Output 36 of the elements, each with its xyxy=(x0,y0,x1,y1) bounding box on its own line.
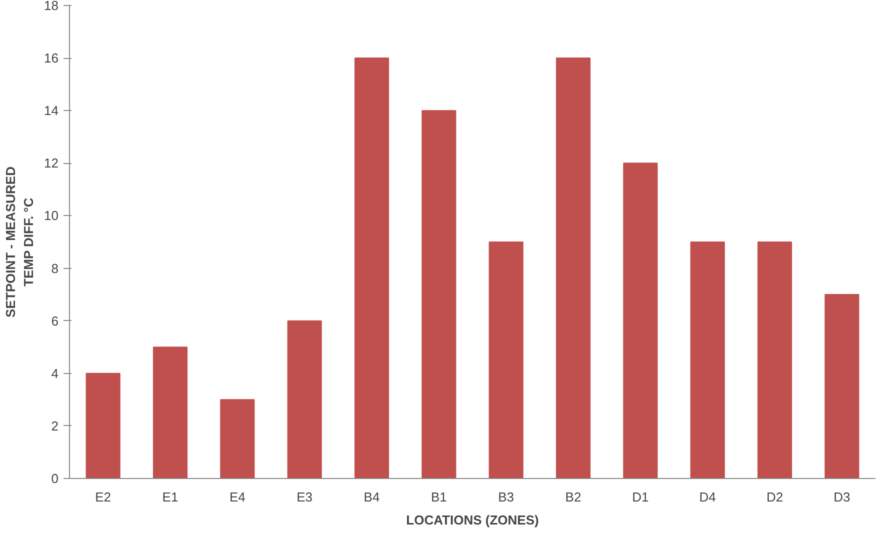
y-tick-label: 14 xyxy=(44,103,59,118)
bar xyxy=(422,110,456,478)
x-tick-label: D2 xyxy=(766,490,784,504)
bar xyxy=(556,58,591,478)
bar xyxy=(220,399,255,478)
x-tick-label: E2 xyxy=(95,490,112,504)
y-tick-label: 10 xyxy=(44,208,59,224)
x-tick-label: B3 xyxy=(498,490,514,504)
bar xyxy=(152,346,188,478)
y-tick-label: 16 xyxy=(44,50,59,66)
x-tick-label: D3 xyxy=(834,490,850,504)
x-tick-label: B4 xyxy=(364,490,380,504)
bar xyxy=(287,320,322,478)
x-tick-label: D1 xyxy=(632,490,649,504)
y-tick-label: 12 xyxy=(44,156,59,171)
x-tick-label: B1 xyxy=(430,490,447,504)
x-tick-label: E4 xyxy=(229,490,246,504)
y-tick-label: 8 xyxy=(51,260,59,276)
bar xyxy=(824,294,860,478)
bar xyxy=(690,242,725,478)
y-tick-label: 18 xyxy=(44,0,59,13)
bar xyxy=(623,162,658,478)
y-tick-label: 4 xyxy=(51,366,59,381)
bar xyxy=(488,242,524,478)
x-tick-label: D4 xyxy=(699,490,716,504)
x-tick-label: E1 xyxy=(162,490,178,504)
bar xyxy=(86,372,120,478)
x-tick-label: E3 xyxy=(296,490,313,504)
x-axis-title: LOCATIONS (ZONES) xyxy=(406,512,539,528)
y-tick-label: 2 xyxy=(51,418,59,434)
bar xyxy=(354,58,390,478)
x-tick-label: B2 xyxy=(565,490,582,504)
bar xyxy=(757,242,792,478)
y-tick-label: 6 xyxy=(51,313,59,328)
y-tick-label: 0 xyxy=(51,471,59,486)
y-axis-title: SETPOINT - MEASURED TEMP DIFF. °C xyxy=(3,166,36,318)
